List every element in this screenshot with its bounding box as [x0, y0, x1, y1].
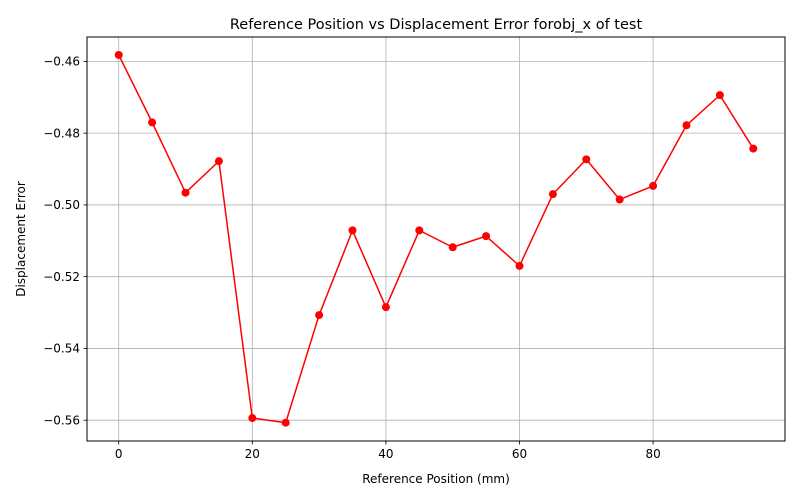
y-tick-label: −0.54	[43, 342, 80, 356]
axis-ticks: 0 20 40 60 80 −0.46 −0.48 −0.50 −0.52 −0.54 −0.56	[43, 55, 661, 461]
x-tick-label: 20	[245, 447, 260, 461]
series-line	[118, 54, 754, 424]
data-point	[281, 418, 290, 427]
data-point	[548, 190, 557, 199]
data-point	[582, 155, 591, 164]
x-axis-title: Reference Position (mm)	[362, 472, 510, 486]
y-axis-title: Displacement Error	[14, 181, 28, 297]
plot-frame	[86, 36, 786, 442]
data-point	[348, 226, 357, 235]
data-point	[315, 311, 324, 320]
data-point	[682, 121, 691, 130]
y-tick-label: −0.46	[43, 55, 80, 69]
y-tick-label: −0.52	[43, 270, 80, 284]
data-point	[715, 91, 724, 100]
y-tick-label: −0.56	[43, 413, 80, 427]
data-point	[615, 195, 624, 204]
data-point	[381, 303, 390, 312]
data-point	[482, 232, 491, 241]
x-tick-label: 60	[512, 447, 527, 461]
x-tick-label: 40	[378, 447, 393, 461]
data-point	[114, 50, 123, 59]
data-point	[248, 414, 257, 423]
data-point	[649, 181, 658, 190]
y-tick-label: −0.50	[43, 198, 80, 212]
data-point	[515, 261, 524, 270]
data-point	[749, 144, 758, 153]
x-tick-label: 0	[115, 447, 123, 461]
x-tick-label: 80	[645, 447, 660, 461]
data-point	[214, 157, 223, 166]
data-point	[148, 118, 157, 127]
data-point	[448, 243, 457, 252]
y-tick-label: −0.48	[43, 126, 80, 140]
series-layer	[114, 50, 758, 427]
chart-title: Reference Position vs Displacement Error…	[230, 17, 643, 33]
grid-lines	[87, 37, 785, 441]
data-point	[181, 188, 190, 197]
data-point	[415, 226, 424, 235]
